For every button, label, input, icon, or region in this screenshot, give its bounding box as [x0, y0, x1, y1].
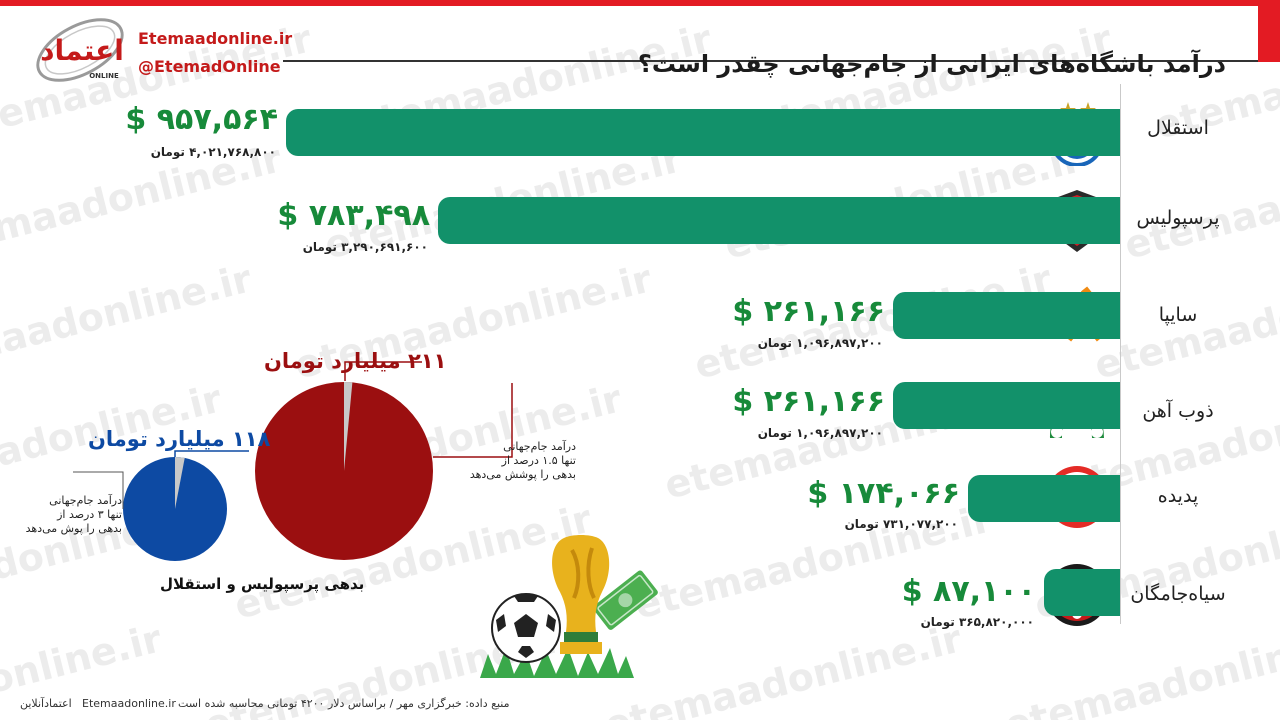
- football-icon: [491, 593, 561, 663]
- world-cup-illustration: [476, 528, 666, 684]
- footer-source: منبع داده: خبرگزاری مهر / براساس دلار ۴۲…: [178, 697, 510, 710]
- value-toman: ۳,۲۹۰,۶۹۱,۶۰۰ تومان: [302, 240, 428, 254]
- leader-line: [174, 450, 249, 457]
- footer-site[interactable]: Etemaadonline.ir: [82, 697, 176, 710]
- bar: [1044, 569, 1120, 616]
- value-usd: $ ۲۶۱,۱۶۶: [732, 294, 885, 329]
- watermark-text: etemaadonline.ir: [0, 256, 256, 388]
- category-label: پرسپولیس: [1136, 207, 1220, 229]
- grass-icon: [480, 648, 634, 678]
- logo-subtext: ONLINE: [89, 72, 119, 80]
- site-link[interactable]: Etemaadonline.ir: [138, 29, 293, 48]
- category-separator: [1120, 84, 1121, 624]
- trophy-icon: [552, 535, 610, 654]
- category-label: استقلال: [1147, 117, 1209, 139]
- pie-label-large: ۲۱۱ میلیارد تومان: [264, 349, 447, 373]
- value-toman: ۴,۰۲۱,۷۶۸,۸۰۰ تومان: [150, 145, 276, 159]
- value-toman: ۷۳۱,۰۷۷,۲۰۰ تومان: [844, 517, 958, 531]
- pie-label-small: ۱۱۸ میلیارد تومان: [88, 427, 271, 451]
- value-usd: $ ۱۷۴,۰۶۶: [807, 476, 960, 511]
- category-label: ذوب آهن: [1142, 400, 1214, 422]
- brand-logo: اعتماد ONLINE: [30, 12, 134, 88]
- pie-slice-worldcup-share: [175, 457, 185, 509]
- value-toman: ۱,۰۹۶,۸۹۷,۲۰۰ تومان: [757, 336, 883, 350]
- bar: [893, 382, 1120, 429]
- watermark-text: etemaadonline.ir: [1000, 616, 1280, 720]
- logo-wordmark: اعتماد: [40, 34, 124, 67]
- pie-note-small: درآمد جام‌جهانی تنها ۳ درصد از بدهی را پ…: [8, 494, 122, 536]
- watermark-text: etemaadonline.ir: [1120, 136, 1280, 268]
- bar: [968, 475, 1120, 522]
- pie-slice-worldcup-share: [344, 381, 353, 471]
- bar: [438, 197, 1120, 244]
- bar: [893, 292, 1120, 339]
- note-line: تنها ۳ درصد از: [57, 508, 122, 521]
- money-bill-icon: [592, 570, 658, 630]
- category-label: سایپا: [1158, 304, 1198, 326]
- bar: [286, 109, 1120, 156]
- value-usd: $ ۹۵۷,۵۶۴: [125, 102, 278, 137]
- note-line: درآمد جام‌جهانی: [49, 494, 122, 507]
- note-line: بدهی را پوشش می‌دهد: [469, 468, 576, 481]
- pie-persepolis-debt: [255, 382, 433, 560]
- debt-chart-title: بدهی پرسپولیس و استقلال: [160, 575, 365, 593]
- pie-note-large: درآمد جام‌جهانی تنها ۱.۵ درصد از بدهی را…: [460, 440, 576, 482]
- category-label: پدیده: [1157, 485, 1199, 507]
- note-line: بدهی را پوش می‌دهد: [25, 522, 122, 535]
- social-handle[interactable]: @EtemadOnline: [138, 57, 281, 76]
- title-bar: درآمد باشگاه‌های ایرانی از جام‌جهانی چقد…: [283, 32, 1258, 78]
- footer-brand: اعتمادآنلاین: [20, 697, 72, 710]
- value-usd: $ ۸۷,۱۰۰: [901, 574, 1036, 609]
- category-label: سیاه‌جامگان: [1130, 583, 1226, 605]
- corner-accent: [1258, 0, 1280, 62]
- pie-esteghlal-debt: [123, 457, 227, 561]
- value-usd: $ ۷۸۳,۴۹۸: [277, 198, 430, 233]
- value-usd: $ ۲۶۱,۱۶۶: [732, 384, 885, 419]
- page-title: درآمد باشگاه‌های ایرانی از جام‌جهانی چقد…: [637, 50, 1226, 78]
- value-toman: ۳۶۵,۸۲۰,۰۰۰ تومان: [920, 615, 1034, 629]
- note-line: تنها ۱.۵ درصد از: [501, 454, 576, 467]
- top-accent-line: [0, 0, 1280, 6]
- value-toman: ۱,۰۹۶,۸۹۷,۲۰۰ تومان: [757, 426, 883, 440]
- note-line: درآمد جام‌جهانی: [503, 440, 576, 453]
